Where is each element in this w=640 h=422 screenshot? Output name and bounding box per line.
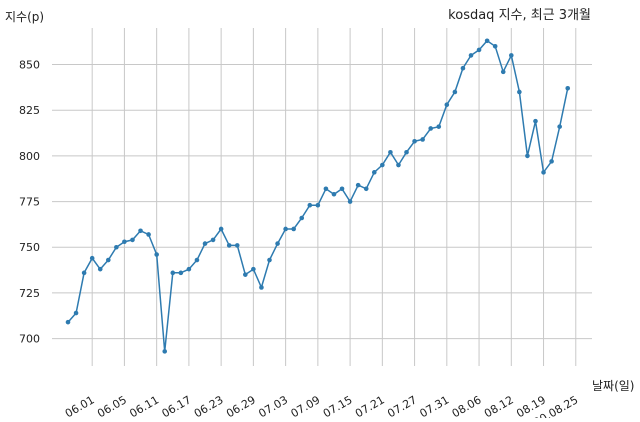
data-point [259, 285, 264, 290]
x-axis-ticks: 06.0106.0506.1106.1706.2306.2907.0307.09… [63, 393, 580, 422]
data-point [388, 149, 393, 155]
x-tick-label: 07.21 [353, 393, 387, 418]
x-tick-label: 06.29 [224, 393, 258, 418]
data-point [170, 270, 176, 276]
data-point [476, 47, 482, 53]
y-tick-label: 700 [19, 333, 40, 346]
y-tick-label: 800 [19, 150, 40, 163]
data-point [89, 255, 95, 261]
data-point [404, 149, 409, 155]
data-point [533, 118, 538, 124]
data-point [565, 85, 571, 91]
data-point [267, 257, 272, 263]
data-point [307, 202, 313, 208]
x-tick-label: 06.11 [127, 393, 161, 418]
chart-title: kosdaq 지수, 최근 3개월 [448, 8, 591, 23]
data-point [114, 244, 119, 250]
data-point [154, 252, 159, 257]
data-point [106, 257, 111, 263]
data-point [275, 241, 280, 246]
data-point [452, 89, 458, 95]
x-tick-label: 07.15 [321, 393, 355, 418]
data-point [436, 124, 442, 129]
x-tick-label: 07.31 [418, 393, 452, 418]
data-point [420, 137, 425, 142]
data-point [541, 170, 546, 175]
y-tick-label: 750 [19, 241, 40, 254]
data-point [65, 319, 71, 325]
data-point [468, 53, 474, 58]
data-point [549, 159, 554, 164]
x-tick-label: 07.27 [385, 393, 419, 418]
data-point [73, 310, 79, 316]
data-point [138, 228, 143, 234]
data-point [194, 257, 200, 263]
data-point [178, 270, 184, 276]
data-point [251, 266, 256, 272]
series-points [65, 38, 571, 354]
x-tick-label: 07.03 [256, 393, 290, 418]
x-tick-label: 06.05 [95, 393, 129, 418]
data-point [484, 38, 490, 44]
x-tick-label: 08.12 [482, 393, 516, 418]
data-point [371, 170, 377, 175]
y-axis-label: 지수(p) [5, 10, 44, 24]
data-point [500, 69, 506, 75]
x-tick-label: 07.09 [289, 393, 323, 418]
data-point [226, 243, 232, 248]
x-tick-label: 06.23 [192, 393, 226, 418]
data-point [130, 237, 135, 243]
data-point [355, 182, 361, 188]
y-tick-label: 825 [19, 104, 40, 117]
data-point [234, 243, 240, 248]
data-point [283, 226, 288, 232]
data-point [81, 270, 87, 276]
data-point [146, 232, 151, 237]
data-point [323, 186, 329, 192]
y-tick-label: 850 [19, 59, 40, 72]
data-point [460, 65, 466, 71]
data-point [492, 43, 498, 49]
x-tick-label: 06.01 [63, 393, 97, 418]
data-point [525, 153, 530, 159]
data-point [517, 89, 522, 95]
data-point [210, 237, 216, 243]
data-point [315, 202, 321, 208]
y-tick-label: 725 [19, 287, 40, 300]
data-point [347, 199, 353, 204]
data-point [243, 272, 248, 277]
data-point [509, 53, 514, 58]
data-point [331, 191, 337, 197]
x-tick-label: 06.17 [160, 393, 194, 418]
data-point [299, 215, 305, 221]
data-point [162, 349, 168, 354]
data-point [122, 239, 127, 245]
data-point [363, 186, 369, 192]
data-point [186, 266, 192, 272]
y-axis-ticks: 700 725 750 775 800 825 850 [19, 59, 40, 346]
data-point [412, 138, 417, 144]
data-point [428, 126, 434, 131]
data-point [557, 124, 562, 129]
x-tick-label: 08.06 [450, 393, 484, 418]
data-point [380, 162, 385, 168]
data-point [218, 226, 224, 232]
y-tick-label: 775 [19, 196, 40, 209]
data-point [396, 162, 401, 168]
data-point [291, 226, 296, 232]
grid [52, 28, 592, 366]
data-point [339, 186, 345, 192]
x-axis-label: 날짜(일) [592, 379, 634, 393]
data-point [97, 266, 103, 272]
data-point [444, 102, 450, 108]
data-point [202, 241, 208, 246]
